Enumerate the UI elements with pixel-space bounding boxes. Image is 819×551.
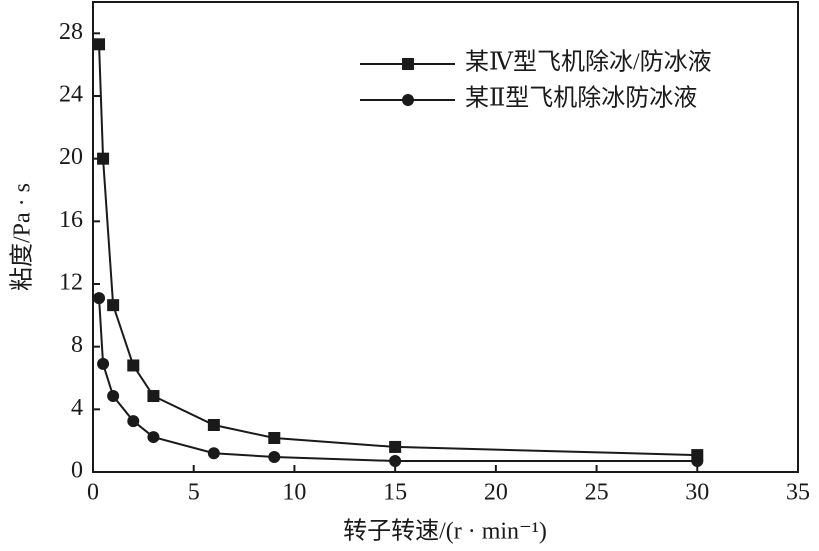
data-point [147,390,160,403]
data-point [127,359,140,372]
data-point [207,447,220,460]
x-tick-label: 0 [87,480,99,506]
x-tick-label: 5 [188,480,200,506]
data-point [93,38,106,51]
data-point [107,299,120,312]
data-point [389,440,402,453]
plot-frame [92,1,799,473]
legend-marker [402,58,414,70]
data-point [268,450,281,463]
legend-label: 某Ⅳ型飞机除冰/防冰液 [465,49,712,76]
y-tick-label: 20 [59,144,83,170]
data-point [107,390,120,403]
x-tick-label: 10 [282,480,306,506]
data-point [268,432,281,445]
data-point [97,152,110,165]
data-point [97,357,110,370]
y-tick-label: 16 [59,207,83,233]
data-point [147,431,160,444]
y-tick-label: 4 [71,395,83,421]
y-tick-label: 28 [59,19,83,45]
series-line [98,298,698,463]
x-tick-label: 30 [685,480,709,506]
data-point [93,292,106,305]
legend-label: 某Ⅱ型飞机除冰防冰液 [465,85,697,112]
y-tick-label: 0 [71,458,83,484]
x-tick-label: 25 [585,480,609,506]
x-tick-label: 35 [786,480,810,506]
data-point [389,455,402,468]
x-tick-label: 15 [383,480,407,506]
y-tick-label: 24 [59,82,83,108]
y-tick-label: 12 [59,270,83,296]
y-tick-label: 8 [71,332,83,358]
x-tick-label: 20 [484,480,508,506]
legend-marker [402,94,414,106]
y-axis-label: 粘度/Pa · s [9,183,36,291]
data-point [691,455,704,468]
data-point [127,415,140,428]
data-point [207,419,220,431]
x-axis-label: 转子转速/(r · min⁻¹) [343,518,547,545]
